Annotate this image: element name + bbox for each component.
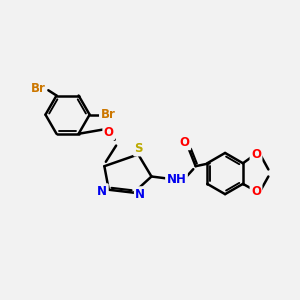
Text: O: O (251, 185, 261, 198)
Text: Br: Br (31, 82, 46, 95)
Text: O: O (251, 148, 261, 161)
Text: O: O (180, 136, 190, 149)
Text: N: N (135, 188, 145, 201)
Text: Br: Br (100, 108, 115, 121)
Text: NH: NH (167, 173, 186, 186)
Text: O: O (104, 126, 114, 139)
Text: N: N (97, 185, 107, 198)
Text: S: S (135, 142, 143, 155)
